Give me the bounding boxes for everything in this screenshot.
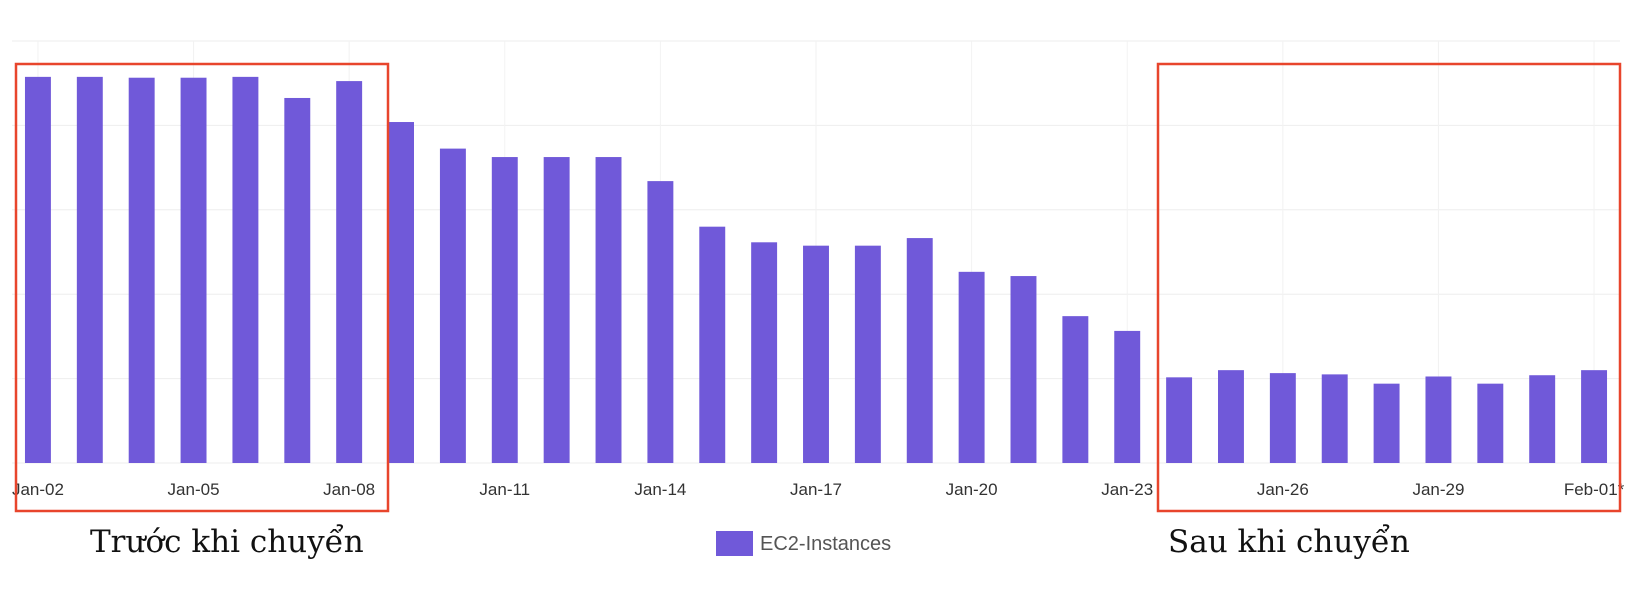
bar-jan-04[interactable] (128, 77, 155, 464)
x-tick-label: Jan-02 (12, 480, 64, 499)
bar-jan-28[interactable] (1373, 383, 1400, 463)
bar-jan-20[interactable] (958, 271, 985, 463)
bar-jan-05[interactable] (180, 77, 207, 464)
x-axis-tick-labels: Jan-02 Jan-05 Jan-08 Jan-11 Jan-14 Jan-17 Jan-… (12, 480, 1625, 499)
bar-jan-21[interactable] (1010, 276, 1037, 463)
bar-series (24, 76, 1608, 464)
bar-jan-08[interactable] (336, 81, 363, 463)
x-tick-label: Jan-05 (168, 480, 220, 499)
bar-jan-12[interactable] (543, 157, 570, 464)
bar-jan-19[interactable] (906, 238, 933, 463)
bar-jan-15[interactable] (699, 226, 726, 463)
x-tick-label: Jan-11 (479, 480, 530, 499)
bar-jan-03[interactable] (76, 76, 103, 464)
bar-jan-09[interactable] (388, 122, 414, 464)
bar-jan-24[interactable] (1166, 377, 1193, 463)
x-tick-label: Feb-01* (1564, 480, 1625, 499)
bar-jan-10[interactable] (439, 148, 466, 464)
legend: EC2-Instances (716, 531, 891, 556)
bar-jan-17[interactable] (803, 245, 829, 463)
bar-jan-27[interactable] (1321, 374, 1348, 463)
before-highlight-box (14, 62, 390, 513)
bar-jan-23[interactable] (1114, 330, 1141, 463)
bar-jan-25[interactable] (1218, 370, 1244, 463)
x-tick-label: Jan-17 (790, 480, 842, 499)
bar-jan-16[interactable] (751, 242, 778, 463)
bar-jan-18[interactable] (854, 245, 881, 463)
bar-jan-31[interactable] (1529, 375, 1556, 463)
before-annotation: Trước khi chuyển (90, 523, 364, 560)
bar-jan-30[interactable] (1477, 383, 1504, 463)
x-tick-label: Jan-08 (323, 480, 375, 499)
x-tick-label: Jan-29 (1412, 480, 1464, 499)
bar-jan-29[interactable] (1425, 376, 1452, 463)
x-tick-label: Jan-14 (634, 480, 686, 499)
legend-label: EC2-Instances (760, 533, 891, 555)
bar-jan-02[interactable] (24, 76, 51, 464)
bar-jan-13[interactable] (595, 157, 622, 464)
legend-swatch (716, 531, 753, 556)
bar-feb-01[interactable] (1581, 370, 1608, 463)
bar-jan-07[interactable] (284, 97, 311, 463)
x-tick-label: Jan-20 (946, 480, 998, 499)
bar-jan-26[interactable] (1269, 373, 1296, 463)
after-annotation: Sau khi chuyển (1168, 523, 1410, 560)
bar-jan-22[interactable] (1062, 316, 1089, 463)
x-tick-label: Jan-23 (1101, 480, 1153, 499)
bar-jan-14[interactable] (647, 181, 674, 463)
bar-jan-11[interactable] (491, 157, 518, 464)
after-highlight-box (1156, 62, 1622, 513)
bar-jan-06[interactable] (232, 76, 259, 464)
x-tick-label: Jan-26 (1257, 480, 1309, 499)
